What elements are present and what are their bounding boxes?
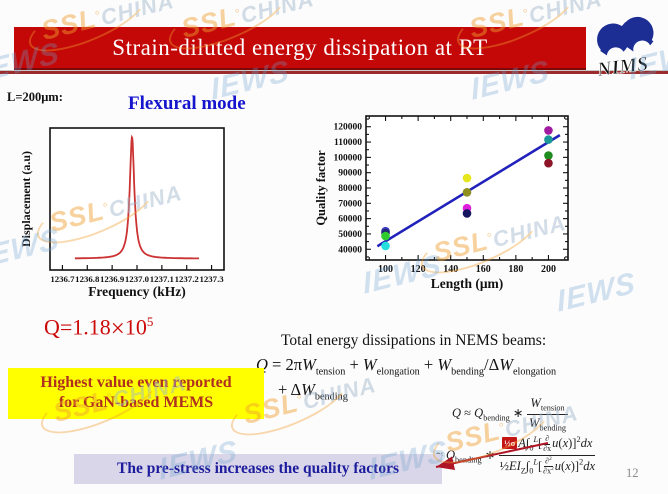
approx-equation: Q ≈ Qbending ∗ Wtension Wbending ≈ Qbend… xyxy=(436,396,596,477)
q-exponent: 5 xyxy=(146,314,154,329)
separator-line-gray xyxy=(0,70,668,71)
svg-text:70000: 70000 xyxy=(338,199,362,209)
multiply-sign: × xyxy=(110,315,125,343)
nims-logo-text: NIMS xyxy=(595,53,649,81)
svg-text:80000: 80000 xyxy=(338,184,362,194)
svg-text:Quality factor: Quality factor xyxy=(316,150,328,226)
q-value: Q=1.18×105 xyxy=(44,314,153,343)
quality-factor-chart: 100 120 140 160 180 200 40000 50000 60000 70000 80… xyxy=(316,115,569,291)
approx-equation-line1: Q ≈ Qbending ∗ Wtension Wbending xyxy=(452,396,595,432)
svg-text:1236.7: 1236.7 xyxy=(50,274,75,284)
svg-text:Displacement (a.u): Displacement (a.u) xyxy=(19,151,33,247)
highlight-note-line1: Highest value even reported xyxy=(40,374,232,391)
page-number: 12 xyxy=(626,466,639,480)
main-equation-line1: Q = 2πWtension + Welongation + Wbending/… xyxy=(256,355,557,378)
svg-text:60000: 60000 xyxy=(338,215,362,225)
resonance-chart: 1236.7 1236.8 1236.9 1237.0 1237.1 1237.2 1237… xyxy=(19,127,225,299)
svg-text:100: 100 xyxy=(378,264,393,275)
beam-length-label: L=200μm: xyxy=(7,90,63,104)
svg-text:Frequency (kHz): Frequency (kHz) xyxy=(88,284,186,299)
highlight-note: Highest value even reported for GaN-base… xyxy=(8,368,264,419)
svg-text:120000: 120000 xyxy=(334,123,363,133)
svg-text:160: 160 xyxy=(476,264,491,275)
svg-text:1236.8: 1236.8 xyxy=(75,274,100,284)
svg-text:1237.0: 1237.0 xyxy=(125,274,150,284)
approx2-fraction: ½σ A∫0L[∂ ∂x u(x)]2dx ½EIZ∫0L[∂2 ∂x2 u(x)]2dx xyxy=(499,434,596,476)
flexural-mode-label: Flexural mode xyxy=(128,93,246,114)
conclusion-note: The pre-stress increases the quality fac… xyxy=(74,454,442,484)
q-prefix: Q=1.18 xyxy=(44,314,111,340)
approx-equation-line2: ≈ Qbending ∗ ½σA∫0L[∂∂xu(x)]2dx ½EIZ∫0L[… xyxy=(436,434,596,477)
svg-text:120: 120 xyxy=(411,264,426,275)
nims-logo: NIMS xyxy=(595,16,654,81)
svg-text:140: 140 xyxy=(443,264,458,275)
svg-text:200: 200 xyxy=(541,264,556,275)
approx1-fraction: Wtension Wbending xyxy=(527,396,568,432)
page-title: Strain-diluted energy dissipation at RT xyxy=(112,35,488,60)
svg-text:50000: 50000 xyxy=(338,230,362,240)
total-energy-label: Total energy dissipations in NEMS beams: xyxy=(281,332,547,349)
svg-text:40000: 40000 xyxy=(338,245,362,255)
highlight-note-line2: for GaN-based MEMS xyxy=(58,394,214,412)
svg-text:110000: 110000 xyxy=(334,138,362,148)
approx1-lhs: Q ≈ Qbending ∗ xyxy=(452,406,524,423)
approx2-lhs: ≈ Qbending ∗ xyxy=(436,448,496,465)
svg-text:180: 180 xyxy=(508,264,523,275)
q-base: 10 xyxy=(124,314,147,340)
svg-text:1237.1: 1237.1 xyxy=(150,274,174,284)
main-equation-line2: + ΔWbending xyxy=(278,380,348,403)
prestress-highlight-box: ½σ xyxy=(502,437,518,450)
svg-text:100000: 100000 xyxy=(334,153,363,163)
title-bar: Strain-diluted energy dissipation at RT xyxy=(14,27,586,70)
svg-text:1237.3: 1237.3 xyxy=(199,274,224,284)
main-equation: Q = 2πWtension + Welongation + Wbending/… xyxy=(256,354,556,404)
separator-line-red xyxy=(0,71,668,74)
svg-text:1237.2: 1237.2 xyxy=(175,274,200,284)
svg-text:1236.9: 1236.9 xyxy=(100,274,125,284)
svg-text:90000: 90000 xyxy=(338,169,362,179)
svg-text:Length (μm): Length (μm) xyxy=(431,276,504,291)
